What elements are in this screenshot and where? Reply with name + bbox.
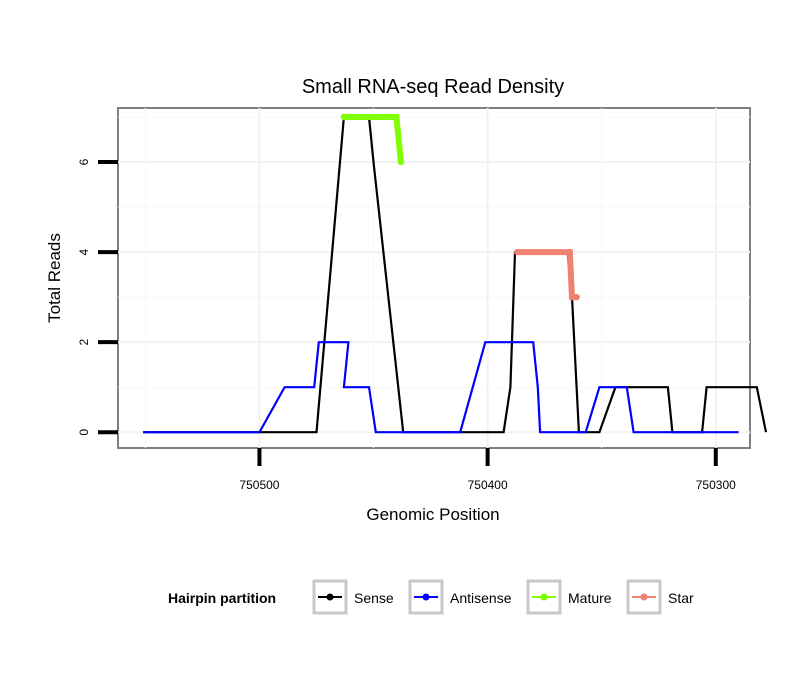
legend-label: Star xyxy=(668,590,694,606)
legend-title: Hairpin partition xyxy=(168,590,276,606)
y-tick-label: 4 xyxy=(77,248,91,255)
series-line-antisense xyxy=(143,341,739,434)
y-tick-label: 2 xyxy=(77,339,91,346)
x-tick-label: 750500 xyxy=(239,478,279,492)
legend-label: Antisense xyxy=(450,590,512,606)
legend-key-point xyxy=(640,593,648,601)
y-axis: 0 2 4 6 xyxy=(77,158,118,436)
x-axis-title: Genomic Position xyxy=(366,505,499,524)
legend-label: Sense xyxy=(354,590,394,606)
legend-item-sense: Sense xyxy=(312,579,394,615)
legend-key-point xyxy=(540,593,548,601)
y-axis-title: Total Reads xyxy=(45,233,64,323)
chart-title: Small RNA-seq Read Density xyxy=(302,76,564,98)
plot-panel xyxy=(117,107,768,449)
data-point-star xyxy=(514,248,521,256)
data-point-mature xyxy=(393,113,400,121)
legend: Hairpin partition Sense Antisense Mature St… xyxy=(168,579,694,615)
data-point-star xyxy=(566,248,573,256)
data-point-mature xyxy=(340,113,348,121)
x-tick-label: 750400 xyxy=(468,478,508,492)
grid-lines xyxy=(118,108,750,448)
y-tick-label: 0 xyxy=(77,429,91,436)
legend-key-point xyxy=(422,593,430,601)
data-point-star xyxy=(573,293,580,301)
legend-key-point xyxy=(326,593,334,601)
legend-label: Mature xyxy=(568,590,612,606)
plot-border xyxy=(117,107,751,449)
legend-item-antisense: Antisense xyxy=(408,579,512,615)
data-point-mature xyxy=(397,158,405,166)
x-tick-label: 750300 xyxy=(696,478,736,492)
data-point-star xyxy=(568,293,576,301)
legend-item-mature: Mature xyxy=(526,579,612,615)
series-layer xyxy=(143,113,768,434)
legend-item-star: Star xyxy=(626,579,694,615)
y-tick-label: 6 xyxy=(77,158,91,165)
x-axis: 750500 750400 750300 xyxy=(239,448,736,492)
